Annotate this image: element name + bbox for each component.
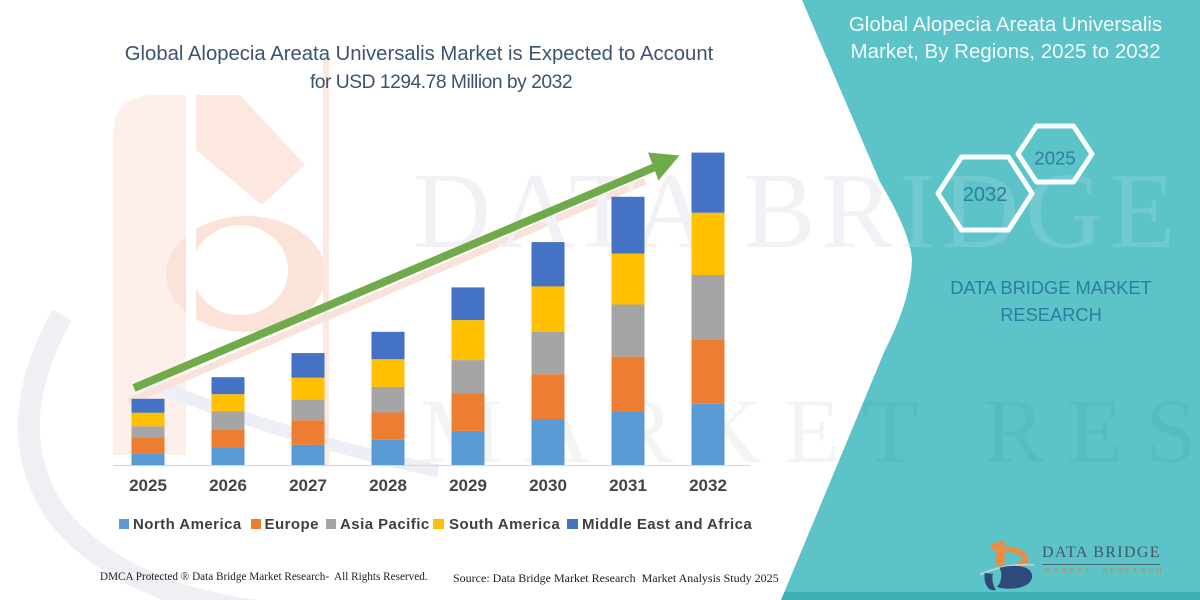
- svg-text:2025: 2025: [1034, 148, 1075, 169]
- svg-text:2032: 2032: [963, 184, 1008, 206]
